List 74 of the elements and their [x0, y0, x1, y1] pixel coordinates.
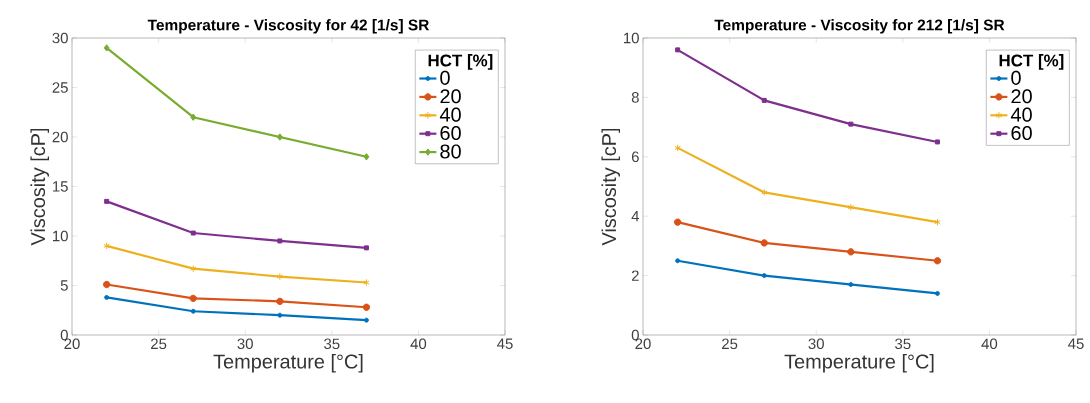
point [848, 282, 854, 287]
legend-label: 20 [1011, 89, 1032, 104]
x-tick-label: 30 [808, 338, 824, 350]
x-axis-title: Temperature [°C] [213, 353, 363, 373]
x-tick-label: 40 [410, 338, 427, 350]
x-axis-title: Temperature [°C] [784, 353, 934, 373]
point [761, 97, 767, 103]
legend-label: 40 [439, 107, 461, 122]
legend-label: 60 [1011, 125, 1032, 141]
point [847, 203, 855, 211]
legend-label: 40 [1010, 107, 1032, 122]
point [675, 258, 681, 264]
x-tick-label: 30 [237, 338, 253, 350]
x-tick-label: 40 [981, 338, 998, 350]
x-tick-label: 45 [497, 338, 513, 349]
point [675, 47, 681, 53]
point [277, 238, 283, 244]
point [363, 245, 369, 251]
y-axis-title: Viscosity [cP] [30, 128, 50, 246]
point [103, 242, 110, 250]
point [190, 230, 196, 236]
y-tick-label: 5 [60, 280, 68, 291]
point [934, 290, 940, 296]
chart-title: Temperature - Viscosity for 212 [1/s] SR [714, 19, 1005, 34]
point [104, 198, 110, 204]
y-tick-label: 30 [52, 32, 68, 44]
point [189, 294, 197, 303]
y-tick-label: 10 [624, 32, 639, 44]
x-tick-label: 35 [324, 338, 340, 350]
point [190, 113, 197, 121]
point [363, 153, 370, 161]
point [934, 139, 940, 145]
point [760, 188, 768, 197]
y-tick-label: 15 [53, 181, 68, 192]
point [848, 121, 854, 127]
legend-label: 80 [440, 144, 461, 159]
y-tick-label: 6 [631, 151, 639, 163]
point [674, 144, 681, 152]
y-tick-label: 25 [52, 82, 68, 93]
point [673, 218, 682, 226]
point [934, 218, 941, 226]
point [760, 239, 768, 247]
point [276, 272, 284, 281]
point [276, 133, 283, 141]
point [104, 294, 110, 300]
point [933, 257, 942, 265]
y-tick-label: 8 [631, 92, 639, 103]
legend-label: 0 [440, 70, 450, 85]
legend-label: 60 [440, 126, 461, 141]
x-tick-label: 25 [151, 338, 167, 350]
point [277, 312, 283, 318]
legend-title: HCT [%] [428, 54, 493, 70]
y-tick-label: 10 [53, 230, 68, 242]
y-axis-title: Viscosity [cP] [601, 128, 621, 246]
y-tick-label: 20 [52, 131, 68, 143]
point [189, 264, 197, 273]
point [363, 278, 370, 287]
point [362, 303, 371, 311]
x-tick-label: 25 [722, 338, 738, 350]
legend-label: 0 [1011, 70, 1021, 85]
point [190, 308, 196, 314]
point [102, 280, 111, 289]
point [847, 248, 855, 256]
x-tick-label: 45 [1068, 338, 1084, 349]
legend-title: HCT [%] [999, 54, 1064, 70]
y-tick-label: 4 [631, 211, 640, 222]
chart-title: Temperature - Viscosity for 42 [1/s] SR [147, 19, 430, 34]
point [103, 44, 110, 52]
point [761, 273, 767, 279]
x-tick-label: 35 [895, 338, 911, 350]
point [276, 297, 284, 306]
point [363, 317, 369, 323]
legend-label: 20 [440, 89, 461, 104]
y-tick-label: 2 [631, 270, 639, 281]
